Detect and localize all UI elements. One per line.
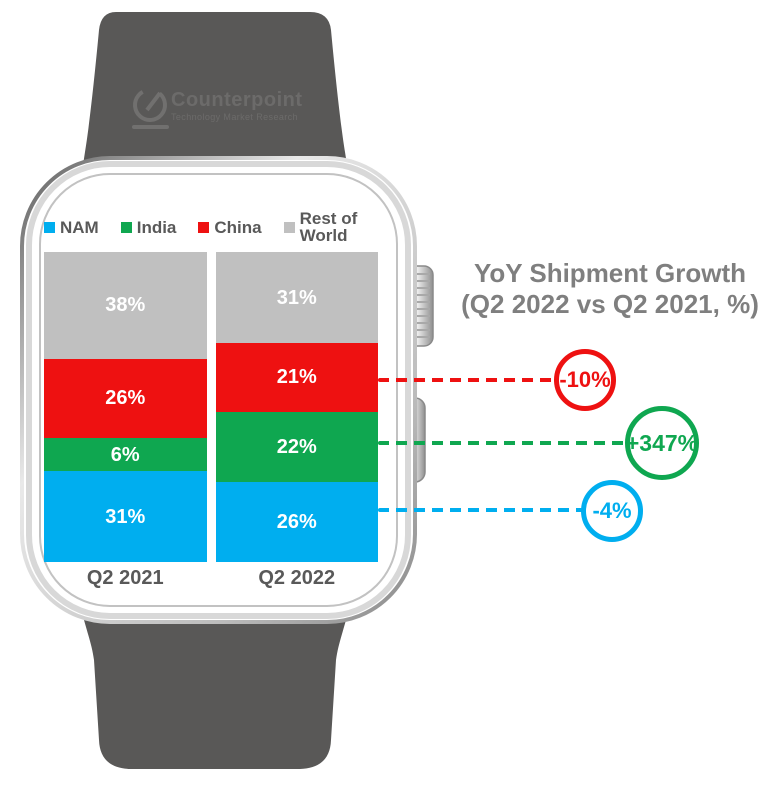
callout-label-nam: -4% [592,498,632,523]
legend-item-india: India [120,210,177,244]
bar-segment-rest-of-world: 31% [215,252,378,344]
bar-q2-2022: 31% 21% 22% 26% [215,252,378,562]
counterpoint-logo-icon [132,88,169,129]
logo-tagline: Technology Market Research [171,112,298,122]
legend-item-nam: NAM [44,210,99,244]
callout-line-india [378,441,627,445]
bar-segment-india: 22% [215,411,378,483]
bar-segment-label: 38% [105,294,146,317]
bar-q2-2021: 38% 26% 6% 31% [44,252,207,562]
category-label: Q2 2022 [258,567,336,589]
callout-badge-nam: -4% [581,480,643,542]
legend-label: Rest of World [299,209,358,245]
category-label: Q2 2021 [86,567,164,589]
yoy-title-line1: YoY Shipment Growth [473,258,747,288]
bar-segment-label: 21% [276,366,317,389]
watch-band-bottom [84,620,346,769]
callout-label-india: +347% [625,429,699,456]
bar-segment-nam: 31% [44,471,207,562]
legend-swatch [198,221,210,233]
bar-segment-nam: 26% [215,482,378,562]
category-labels: Q2 2021 Q2 2022 [44,567,378,590]
callout-badge-china: -10% [554,349,616,411]
legend-label: NAM [60,217,99,237]
callout-line-nam [378,508,583,512]
legend-item-china: China [198,210,262,244]
bar-segment-label: 31% [105,505,146,528]
yoy-growth-title: YoY Shipment Growth (Q2 2022 vs Q2 2021,… [452,258,768,320]
bar-segment-china: 26% [44,358,207,438]
legend-label: China [214,217,262,237]
legend-item-rest-of-world: Rest of World [283,209,378,245]
bar-segment-label: 26% [105,387,146,410]
bar-segment-rest-of-world: 38% [44,252,207,359]
stacked-bar-chart: 38% 26% 6% 31% 31% 21% 22% 26% [44,252,378,562]
callout-line-china [378,378,556,382]
legend-swatch [283,221,295,233]
bar-segment-label: 26% [276,511,317,534]
bar-segment-india: 6% [44,437,207,472]
legend-swatch [44,221,55,233]
logo-brand: Counterpoint [171,89,303,111]
counterpoint-logo: Counterpoint Technology Market Research [171,90,371,123]
yoy-title-line2: (Q2 2022 vs Q2 2021, %) [461,289,759,319]
legend: NAM India China Rest of World [44,210,378,244]
bar-segment-label: 22% [276,435,317,458]
bar-segment-label: 31% [276,286,317,309]
bar-segment-china: 21% [215,343,378,412]
legend-swatch [120,221,132,233]
legend-label: India [136,217,177,237]
callout-label-china: -10% [559,367,611,392]
callout-badge-india: +347% [625,406,699,480]
bar-segment-label: 6% [110,443,140,466]
